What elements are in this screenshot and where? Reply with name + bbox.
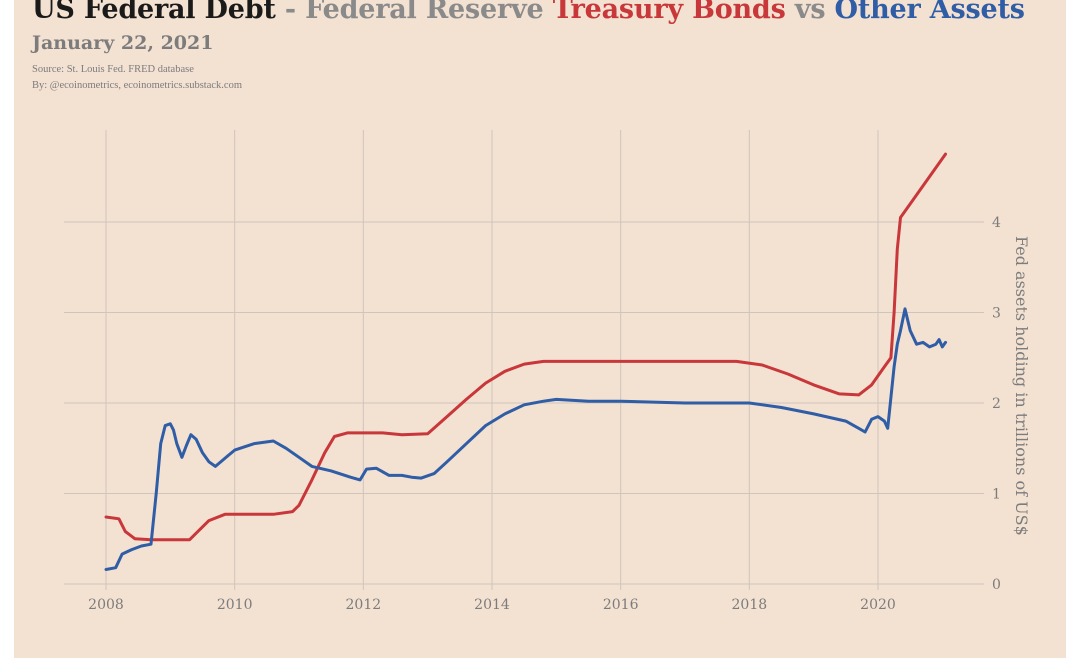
x-tick-label-2014: 2014	[474, 597, 510, 613]
series-line-other-assets	[104, 307, 947, 571]
series-lines	[104, 152, 947, 571]
chart-title: US Federal Debt - Federal Reserve Treasu…	[32, 0, 1025, 25]
axis-ticks: 2008 2010 2012 2014 2016 2018 2020 0 1 2 3 4	[88, 215, 1001, 613]
x-tick-label-2010: 2010	[217, 597, 253, 613]
y-tick-label-1: 1	[992, 487, 1001, 503]
y-tick-label-3: 3	[992, 306, 1001, 322]
x-tick-label-2008: 2008	[88, 597, 124, 613]
line-chart: 2008 2010 2012 2014 2016 2018 2020 0 1 2 3 4 Fed as…	[64, 130, 1031, 613]
series-line-treasury-bonds	[104, 152, 947, 542]
title-federal-reserve: - Federal Reserve	[275, 0, 553, 25]
y-tick-label-4: 4	[992, 215, 1001, 231]
title-us-federal-debt: US Federal Debt	[32, 0, 276, 25]
title-other-assets: Other Assets	[834, 0, 1025, 25]
title-vs: vs	[785, 0, 835, 25]
chart-panel: US Federal Debt - Federal Reserve Treasu…	[14, 0, 1066, 658]
source-note: Source: St. Louis Fed. FRED database	[32, 64, 194, 75]
x-tick-label-2012: 2012	[346, 597, 382, 613]
byline-note: By: @ecoinometrics, ecoinometrics.substa…	[32, 80, 242, 91]
y-axis-label: Fed assets holding in trillions of US$	[1012, 236, 1031, 536]
chart-date: January 22, 2021	[32, 32, 214, 54]
x-tick-label-2020: 2020	[860, 597, 896, 613]
x-tick-label-2018: 2018	[732, 597, 768, 613]
title-treasury-bonds: Treasury Bonds	[552, 0, 786, 25]
chart-grid	[64, 130, 984, 590]
y-tick-label-2: 2	[992, 396, 1001, 412]
y-tick-label-0: 0	[992, 577, 1001, 593]
x-tick-label-2016: 2016	[603, 597, 639, 613]
